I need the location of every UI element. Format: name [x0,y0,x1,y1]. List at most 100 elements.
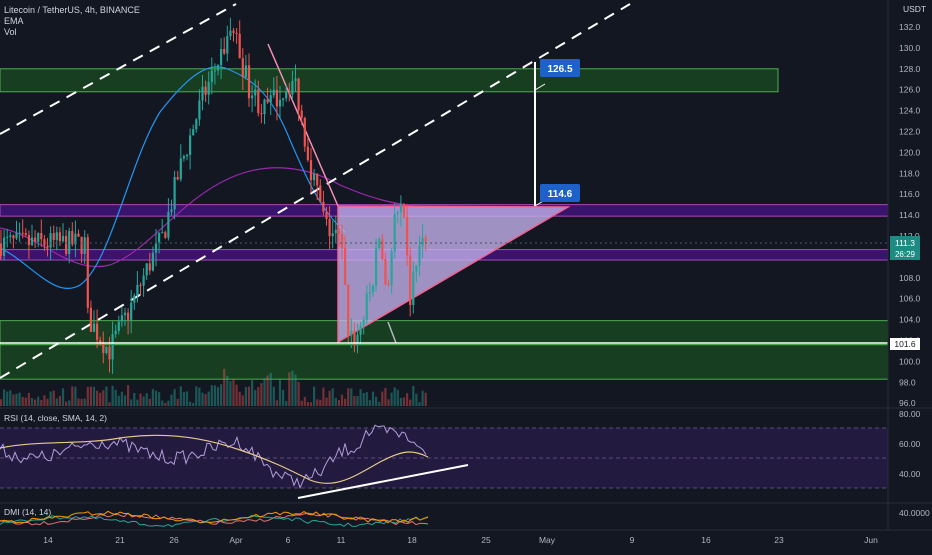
target-upper-badge[interactable]: 126.5 [540,59,580,77]
volume-bar [415,393,418,406]
volume-bar [133,392,136,406]
volume-bar [272,386,275,406]
countdown-label: 26:29 [895,250,916,259]
volume-bar [198,387,201,406]
volume-bar [412,385,415,406]
candle-body [52,233,55,240]
candle-body [6,236,9,238]
target-lower-label: 114.6 [548,189,573,200]
volume-bar [282,389,285,406]
candle-body [46,245,49,248]
channel-lower-line [0,3,631,379]
candle-body [40,233,43,240]
volume-bar [151,389,154,406]
volume-bar [340,394,344,406]
candle-body [390,251,393,285]
rsi-line [0,424,427,490]
volume-bar [37,396,40,406]
time-axis[interactable]: 14 21 26 Apr 6 11 18 25 May 9 16 23 Jun [43,535,878,545]
volume-bar [331,388,334,406]
candle-body [399,203,402,213]
volume-bar [288,372,291,406]
volume-bar [269,372,272,406]
candle-body [297,78,300,111]
price-tick: 114.0 [899,210,920,220]
candle-body [179,158,182,180]
candle-body [235,32,238,34]
volume-bar [83,398,86,406]
dmi-panel-title[interactable]: DMI (14, 14) [4,507,51,517]
candle-body [0,243,3,256]
price-tick: 120.0 [899,147,921,157]
price-tick: 116.0 [899,189,920,199]
zone-3[interactable] [0,320,889,346]
candle-body [229,30,232,37]
volume-bar [241,395,244,406]
zone-4[interactable] [0,344,889,380]
volume-bar [238,391,241,406]
candle-body [251,95,254,99]
volume-bar [263,378,266,406]
candle-body [192,129,195,136]
candle-body [151,252,154,271]
volume-bar [185,391,189,406]
volume-bar [192,402,195,406]
candle-body [406,217,409,256]
ema-short-line [0,66,346,289]
candle-body [58,232,61,242]
price-tick: 128.0 [899,64,921,74]
volume-bar [294,374,297,406]
candle-body [241,58,244,77]
volume-bar [167,400,170,406]
candle-body [130,302,133,320]
volume-bar [306,402,309,406]
candle-body [37,233,40,242]
rsi-panel-title[interactable]: RSI (14, close, SMA, 14, 2) [4,413,107,423]
volume-bar [260,383,263,406]
candle-body [306,146,309,161]
time-tick: 9 [630,535,635,545]
chart-legend[interactable]: Litecoin / TetherUS, 4h, BINANCE EMA Vol [4,5,140,37]
dmi-minus-line [0,514,429,528]
volume-bar [381,391,384,406]
candle-body [285,91,288,99]
volume-bar [387,399,390,406]
candle-body [415,265,418,272]
candle-body [34,237,37,242]
support-level-label: 101.6 [894,339,916,349]
candle-body [378,239,381,249]
time-tick: 11 [337,535,346,545]
volume-bar [58,395,61,406]
candle-body [269,95,272,103]
candle-body [117,321,120,331]
candle-body [145,263,148,276]
volume-bar [179,386,182,406]
time-tick: 23 [774,535,784,545]
candle-body [278,99,282,107]
candle-body [176,176,179,180]
candle-body [167,211,170,238]
volume-bar [108,402,111,406]
volume-layer [0,368,427,406]
candle-body [344,247,347,285]
volume-bar [316,399,319,406]
candle-body [99,339,102,343]
volume-bar [154,390,158,406]
volume-bar [201,392,204,406]
volume-bar [213,385,216,406]
target-lower-badge[interactable]: 114.6 [540,184,580,202]
support-level-badge: 101.6 [890,338,920,350]
candle-body [3,237,6,256]
candle-body [80,236,83,254]
volume-bar [409,399,412,406]
candle-body [223,49,226,54]
ema-long-line [0,167,426,268]
candle-body [195,119,198,130]
last-price-badge: 111.3 26:29 [890,236,920,260]
zone-0[interactable] [0,68,779,93]
candle-body [319,185,322,202]
volume-bar [402,397,406,406]
volume-bar [334,397,337,406]
dmi-adx-line [0,510,429,524]
